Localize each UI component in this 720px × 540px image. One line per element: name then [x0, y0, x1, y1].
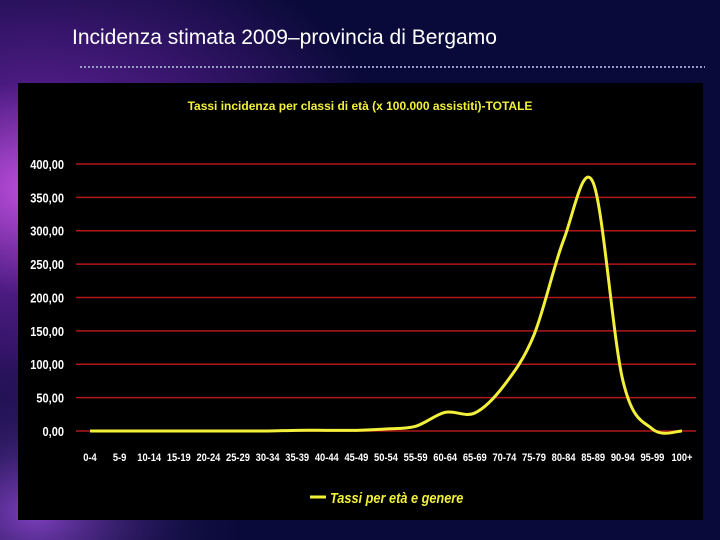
y-tick-label: 150,00 [30, 324, 64, 339]
y-tick-label: 200,00 [30, 291, 64, 306]
x-tick-label: 5-9 [113, 452, 127, 464]
legend-label: Tassi per età e genere [330, 489, 464, 506]
x-tick-label: 20-24 [196, 452, 220, 464]
x-tick-label: 65-69 [463, 452, 487, 464]
x-tick-label: 95-99 [640, 452, 664, 464]
x-tick-label: 15-19 [167, 452, 191, 464]
x-tick-label: 0-4 [83, 452, 97, 464]
x-tick-label: 90-94 [611, 452, 635, 464]
x-tick-label: 75-79 [522, 452, 546, 464]
x-tick-label: 70-74 [492, 452, 516, 464]
x-tick-label: 60-64 [433, 452, 457, 464]
y-tick-label: 250,00 [30, 257, 64, 272]
x-tick-label: 80-84 [552, 452, 576, 464]
x-tick-label: 30-34 [256, 452, 280, 464]
chart-area [18, 83, 703, 520]
x-tick-label: 10-14 [137, 452, 161, 464]
x-tick-label: 25-29 [226, 452, 250, 464]
y-tick-label: 300,00 [30, 224, 64, 239]
x-tick-label: 50-54 [374, 452, 398, 464]
chart-title: Tassi incidenza per classi di età (x 100… [188, 99, 533, 113]
x-tick-label: 55-59 [404, 452, 428, 464]
y-tick-label: 50,00 [36, 391, 64, 406]
slide-title: Incidenza stimata 2009–provincia di Berg… [72, 26, 497, 49]
y-tick-label: 400,00 [30, 157, 64, 172]
data-line [90, 175, 683, 435]
x-tick-label: 35-39 [285, 452, 309, 464]
x-tick-label: 100+ [671, 452, 692, 464]
y-tick-label: 100,00 [30, 357, 64, 372]
x-tick-label: 85-89 [581, 452, 605, 464]
x-tick-label: 45-49 [344, 452, 368, 464]
x-tick-label: 40-44 [315, 452, 339, 464]
y-tick-label: 0,00 [43, 424, 65, 439]
y-tick-label: 350,00 [30, 191, 64, 206]
